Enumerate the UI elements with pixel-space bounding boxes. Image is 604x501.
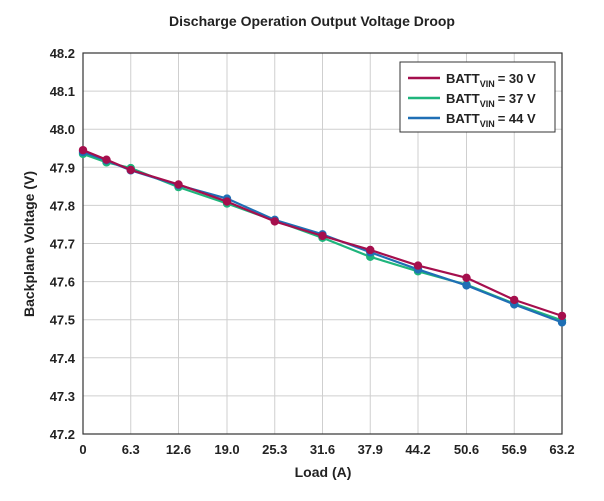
x-tick-label: 63.2 <box>549 442 574 457</box>
data-point <box>366 245 375 255</box>
x-tick-label: 56.9 <box>502 442 527 457</box>
data-point <box>222 197 232 206</box>
x-tick-label: 0 <box>79 442 86 457</box>
y-tick-label: 48.2 <box>50 46 75 61</box>
axes: 0 6.3 12.6 19.0 25.3 31.6 37.9 44.2 50.6 56.9 63.2… <box>50 46 575 457</box>
y-tick-label: 47.5 <box>50 313 75 328</box>
plot-area-border <box>82 52 563 435</box>
data-point <box>462 273 471 282</box>
data-point <box>557 318 567 327</box>
y-tick-label: 47.4 <box>50 351 76 366</box>
data-point <box>126 165 135 175</box>
series-group <box>78 145 567 327</box>
data-point <box>413 261 423 270</box>
legend-label: BATTVIN = 30 V <box>446 71 536 89</box>
y-tick-label: 47.3 <box>50 389 75 404</box>
series-line <box>82 149 563 317</box>
data-point <box>510 295 519 305</box>
x-axis-label: Load (A) <box>295 464 352 480</box>
y-tick-label: 47.6 <box>50 275 75 290</box>
x-tick-label: 44.2 <box>405 442 430 457</box>
y-tick-label: 47.8 <box>50 198 75 213</box>
legend-label: BATTVIN = 37 V <box>446 91 536 109</box>
series-0 <box>78 145 567 321</box>
y-tick-label: 47.2 <box>50 427 75 442</box>
x-tick-label: 12.6 <box>166 442 191 457</box>
data-point <box>102 155 111 164</box>
x-tick-label: 25.3 <box>262 442 287 457</box>
data-point <box>78 145 88 155</box>
y-tick-label: 47.9 <box>50 160 75 175</box>
x-tick-label: 50.6 <box>454 442 479 457</box>
y-tick-label: 48.0 <box>50 122 75 137</box>
legend: BATTVIN = 30 V BATTVIN = 37 V BATTVIN = 44 V <box>399 61 556 133</box>
x-tick-label: 19.0 <box>214 442 239 457</box>
data-point <box>318 231 327 241</box>
y-axis-label: Backplane Voltage (V) <box>21 171 37 317</box>
data-point <box>270 217 279 226</box>
legend-label: BATTVIN = 44 V <box>446 111 536 129</box>
chart-title: Discharge Operation Output Voltage Droop <box>169 13 455 29</box>
x-tick-label: 6.3 <box>122 442 140 457</box>
data-point <box>557 311 567 321</box>
data-point <box>174 180 183 189</box>
x-tick-label: 37.9 <box>358 442 383 457</box>
y-tick-label: 47.7 <box>50 237 75 252</box>
data-point <box>462 281 471 290</box>
x-tick-label: 31.6 <box>310 442 335 457</box>
y-tick-label: 48.1 <box>50 84 75 99</box>
